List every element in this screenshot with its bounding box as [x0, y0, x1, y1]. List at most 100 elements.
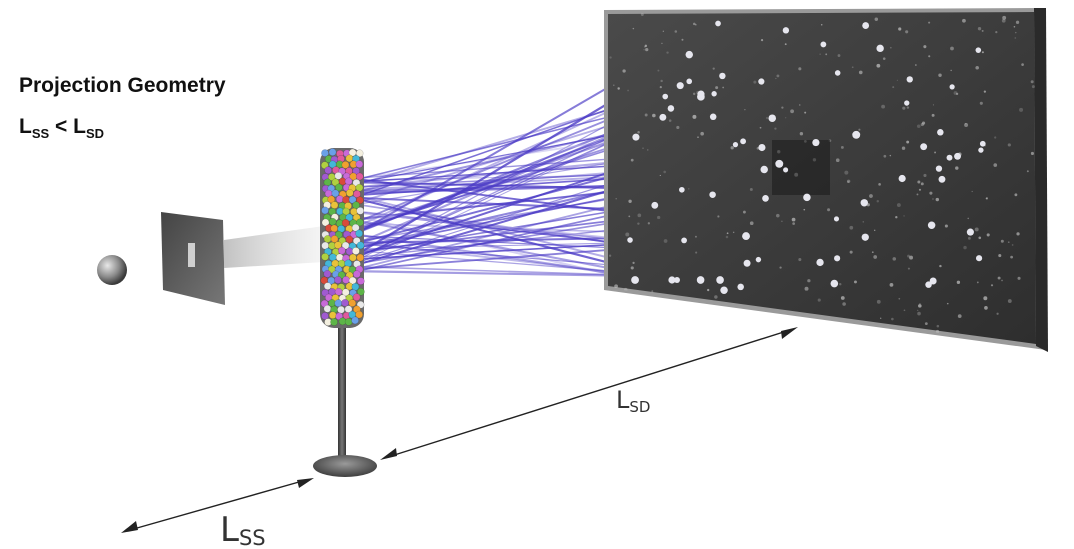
noise-dot [909, 255, 913, 260]
noise-dot [916, 124, 921, 129]
sample-bead [330, 224, 339, 233]
sample-bead [356, 253, 365, 262]
noise-dot [820, 24, 823, 26]
distance-relation: LSS < LSD [19, 115, 104, 141]
noise-dot [608, 254, 612, 257]
sample-bead [355, 229, 363, 238]
noise-dot [615, 198, 617, 200]
noise-dot [807, 279, 811, 283]
sample-bead [321, 312, 329, 320]
noise-dot [622, 69, 626, 73]
hit-spot [929, 277, 937, 285]
hit-spot [920, 143, 928, 151]
sample-bead [355, 310, 364, 319]
noise-dot [668, 119, 672, 122]
noise-dot [1030, 151, 1034, 156]
hit-spot [758, 143, 766, 152]
hit-spot [758, 78, 765, 85]
noise-dot [896, 79, 899, 81]
noise-dot [889, 282, 894, 287]
sample-bead [334, 276, 342, 284]
hit-spot [927, 221, 936, 229]
noise-dot [983, 90, 987, 93]
noise-dot [892, 257, 897, 261]
hit-spot [720, 286, 728, 295]
noise-dot [785, 117, 787, 119]
noise-dot [1000, 239, 1004, 243]
noise-dot [776, 213, 780, 218]
hit-spot [803, 193, 811, 202]
hit-spot [946, 154, 953, 161]
noise-dot [932, 104, 935, 106]
hit-spot [667, 105, 675, 112]
noise-dot [659, 86, 662, 89]
sample-bead [321, 149, 329, 157]
noise-dot [939, 264, 942, 268]
noise-dot [906, 106, 910, 109]
noise-dot [692, 22, 696, 26]
noise-dot [652, 113, 656, 118]
sample-bead [345, 189, 354, 197]
noise-dot [792, 222, 795, 225]
noise-dot [647, 149, 649, 151]
noise-dot [905, 30, 909, 34]
noise-dot [614, 284, 618, 289]
noise-dot [878, 183, 881, 186]
noise-dot [876, 200, 879, 203]
noise-dot [849, 225, 854, 230]
hit-spot [833, 216, 840, 222]
sample-bead [341, 161, 350, 169]
hit-spot [732, 142, 739, 148]
noise-dot [964, 123, 969, 128]
noise-dot [873, 255, 878, 259]
noise-dot [1031, 85, 1035, 89]
noise-dot [835, 158, 840, 163]
noise-dot [876, 299, 881, 304]
noise-dot [715, 86, 719, 90]
noise-dot [799, 132, 804, 136]
detector-hit-spots [627, 20, 986, 295]
sample-bead [348, 299, 357, 307]
noise-dot [637, 213, 642, 218]
noise-dot [688, 332, 692, 336]
sample-bead [355, 172, 364, 181]
hit-spot [775, 159, 784, 168]
sample-bead [344, 317, 353, 326]
noise-dot [883, 154, 887, 158]
noise-dot [663, 170, 666, 174]
noise-dot [932, 198, 934, 200]
hit-spot [812, 138, 820, 147]
hit-spot [816, 258, 824, 267]
sample-bead [330, 201, 339, 209]
noise-dot [825, 53, 828, 56]
relation-lhs-sub: SS [31, 126, 50, 142]
hit-spot [954, 152, 961, 160]
noise-dot [977, 26, 982, 31]
noise-dot [924, 322, 928, 326]
sample-bead [356, 287, 365, 296]
hit-spot [860, 199, 868, 207]
noise-dot [1015, 31, 1017, 34]
lss-label: LSS [220, 510, 266, 549]
noise-dot [732, 231, 735, 234]
noise-dot [891, 317, 894, 321]
hit-spot [719, 72, 726, 80]
noise-dot [921, 121, 926, 125]
noise-dot [798, 258, 802, 262]
noise-dot [699, 328, 701, 331]
noise-dot [920, 182, 924, 186]
sample-bead [324, 166, 333, 175]
sample-bead [356, 277, 365, 285]
source-beam-cone [224, 226, 324, 268]
sample-bead [348, 276, 357, 285]
noise-dot [676, 125, 680, 130]
noise-dot [726, 232, 729, 235]
sample-bead [355, 160, 364, 169]
hit-spot [978, 147, 984, 153]
noise-dot [947, 302, 949, 305]
noise-dot [981, 51, 984, 54]
noise-dot [936, 324, 940, 328]
noise-dot [898, 297, 901, 300]
hit-spot [979, 140, 986, 147]
noise-dot [955, 92, 959, 95]
